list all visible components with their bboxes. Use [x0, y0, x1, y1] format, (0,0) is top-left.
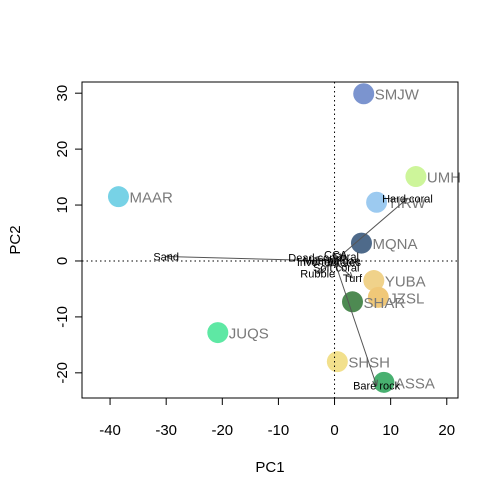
site-label-umh: UMH [427, 170, 461, 187]
site-point-tirw [366, 191, 388, 213]
vector-arrowhead-sand [165, 253, 172, 260]
x-axis-label: PC1 [255, 459, 284, 476]
site-label-tirw: TIRW [388, 195, 427, 212]
plot-frame [81, 81, 459, 399]
site-label-jzsl: JZSL [389, 290, 424, 307]
x-tick-label: 10 [382, 422, 399, 439]
vector-arrowhead-turf [346, 271, 354, 279]
vector-arrowhead-invertebrates [327, 258, 335, 265]
vector-arrowhead-coral [339, 255, 347, 262]
site-label-maar: MAAR [129, 190, 173, 207]
vector-arrowhead-rubble [316, 267, 324, 274]
vector-label-hard-coral: Hard coral [382, 193, 433, 205]
site-point-shsh [326, 351, 348, 373]
vector-label-soft-coral: Soft coral [313, 263, 359, 275]
vector-label-sand: Sand [153, 251, 179, 263]
x-tick-label: -10 [268, 422, 290, 439]
vector-arrowhead-cca [331, 253, 338, 261]
site-point-umh [405, 166, 427, 188]
vector-label-cca: CCA [324, 249, 348, 261]
site-point-yuba [363, 270, 385, 292]
vector-arrowhead-bare-rock [372, 379, 378, 387]
x-tick-label: -30 [155, 422, 177, 439]
vector-label-invertebrates: Invertebrates [297, 257, 362, 269]
y-tick-label: 20 [54, 141, 71, 158]
y-tick-label: -10 [54, 306, 71, 328]
vector-label-turf: Turf [343, 273, 363, 285]
site-point-juqs [207, 322, 229, 344]
x-tick-label: 20 [438, 422, 455, 439]
site-point-smjw [353, 83, 375, 105]
site-point-shar [341, 291, 363, 313]
axes: -40 -30 -20 -10 0 10 20 -20 -10 0 10 20 30 [54, 81, 459, 439]
y-tick-label: -20 [54, 362, 71, 384]
y-axis-label: PC2 [7, 225, 24, 254]
vector-hard-coral [334, 197, 408, 262]
vector-arrowhead-dead-coral [313, 255, 321, 262]
vector-arrowhead-hard-coral [401, 197, 409, 205]
site-label-shar: SHAR [363, 295, 405, 312]
site-point-mqna [350, 232, 372, 254]
site-point-jzsl [367, 286, 389, 308]
x-tick-label: -20 [211, 422, 233, 439]
vector-label-macroalgae: Macroalgae [303, 255, 360, 267]
site-label-mqna: MQNA [372, 236, 417, 253]
site-label-smjw: SMJW [375, 87, 420, 104]
site-points: SMJWUMHMAARTIRWMQNAYUBAJZSLSHARJUQSSHSHA… [107, 83, 461, 393]
y-tick-label: 10 [54, 197, 71, 214]
site-label-assa: ASSA [395, 375, 435, 392]
site-point-maar [107, 186, 129, 208]
vector-label-bare-rock: Bare rock [353, 381, 401, 393]
vector-coral [334, 256, 346, 262]
site-label-juqs: JUQS [229, 326, 269, 343]
x-tick-label: 0 [330, 422, 338, 439]
y-tick-label: 30 [54, 85, 71, 102]
site-label-yuba: YUBA [385, 274, 426, 291]
vector-bare-rock [334, 260, 378, 386]
site-point-assa [373, 371, 395, 393]
vector-arrowhead-soft-coral [331, 261, 338, 269]
y-tick-label: 0 [54, 257, 71, 265]
x-tick-label: -40 [99, 422, 121, 439]
vector-sand [166, 255, 335, 262]
vector-label-dead-coral: Dead coral [288, 253, 341, 265]
vector-label-rubble: Rubble [300, 268, 335, 280]
